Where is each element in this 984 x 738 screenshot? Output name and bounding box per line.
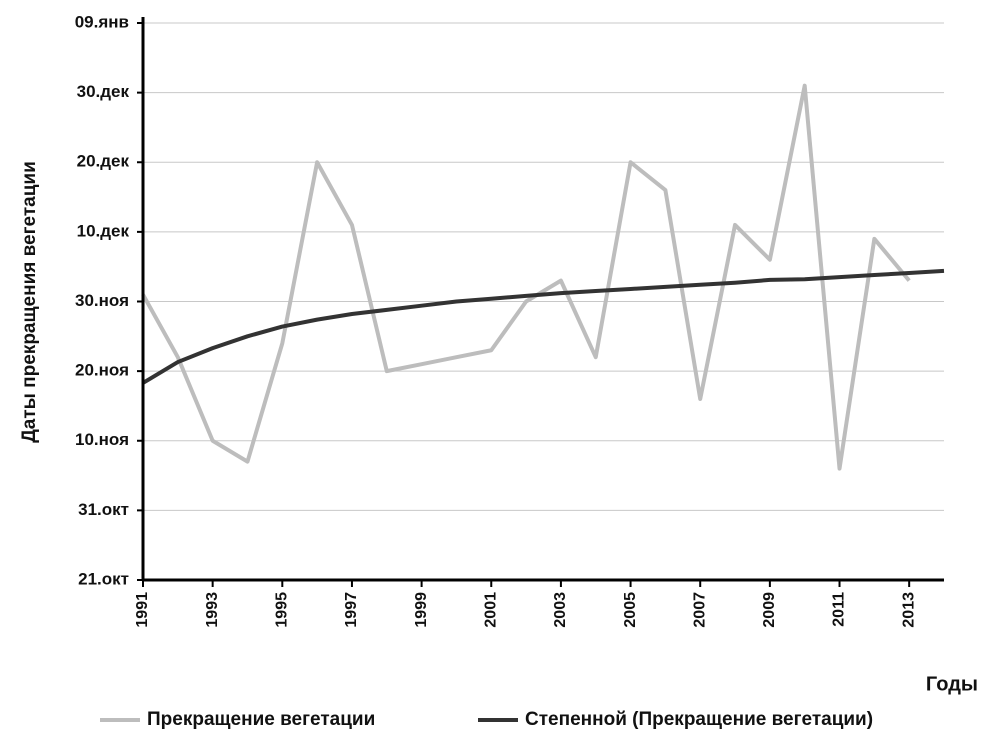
y-tick-label: 09.янв [75,12,129,31]
x-tick-label: 1995 [274,592,291,628]
x-tick-label: 2013 [900,592,917,628]
x-tick-label: 1997 [343,592,360,628]
x-tick-label: 2005 [622,592,639,628]
x-tick-label: 1993 [204,592,221,628]
y-tick-label: 10.ноя [75,430,129,449]
y-tick-label: 21.окт [78,569,129,588]
x-tick-label: 2011 [831,592,848,627]
legend-label: Прекращение вегетации [147,709,375,730]
y-tick-label: 31.окт [78,500,129,519]
y-tick-label: 20.ноя [75,361,129,380]
legend-label: Степенной (Прекращение вегетации) [525,709,873,730]
x-tick-label: 2001 [482,592,499,628]
y-tick-label: 30.ноя [75,291,129,310]
x-tick-label: 1999 [413,592,430,628]
series-line [141,268,945,385]
y-tick-label: 20.дек [77,152,130,171]
x-tick-label: 2007 [691,592,708,628]
x-tick-label: 2009 [761,592,778,628]
x-axis-title: Годы [926,673,978,695]
x-tick-label: 2003 [552,592,569,628]
y-tick-label: 10.дек [77,221,130,240]
x-tick-label: 1991 [134,592,151,628]
y-axis-title: Даты прекращения вегетации [19,161,40,443]
series-line [141,83,911,471]
y-tick-label: 30.дек [77,82,130,101]
